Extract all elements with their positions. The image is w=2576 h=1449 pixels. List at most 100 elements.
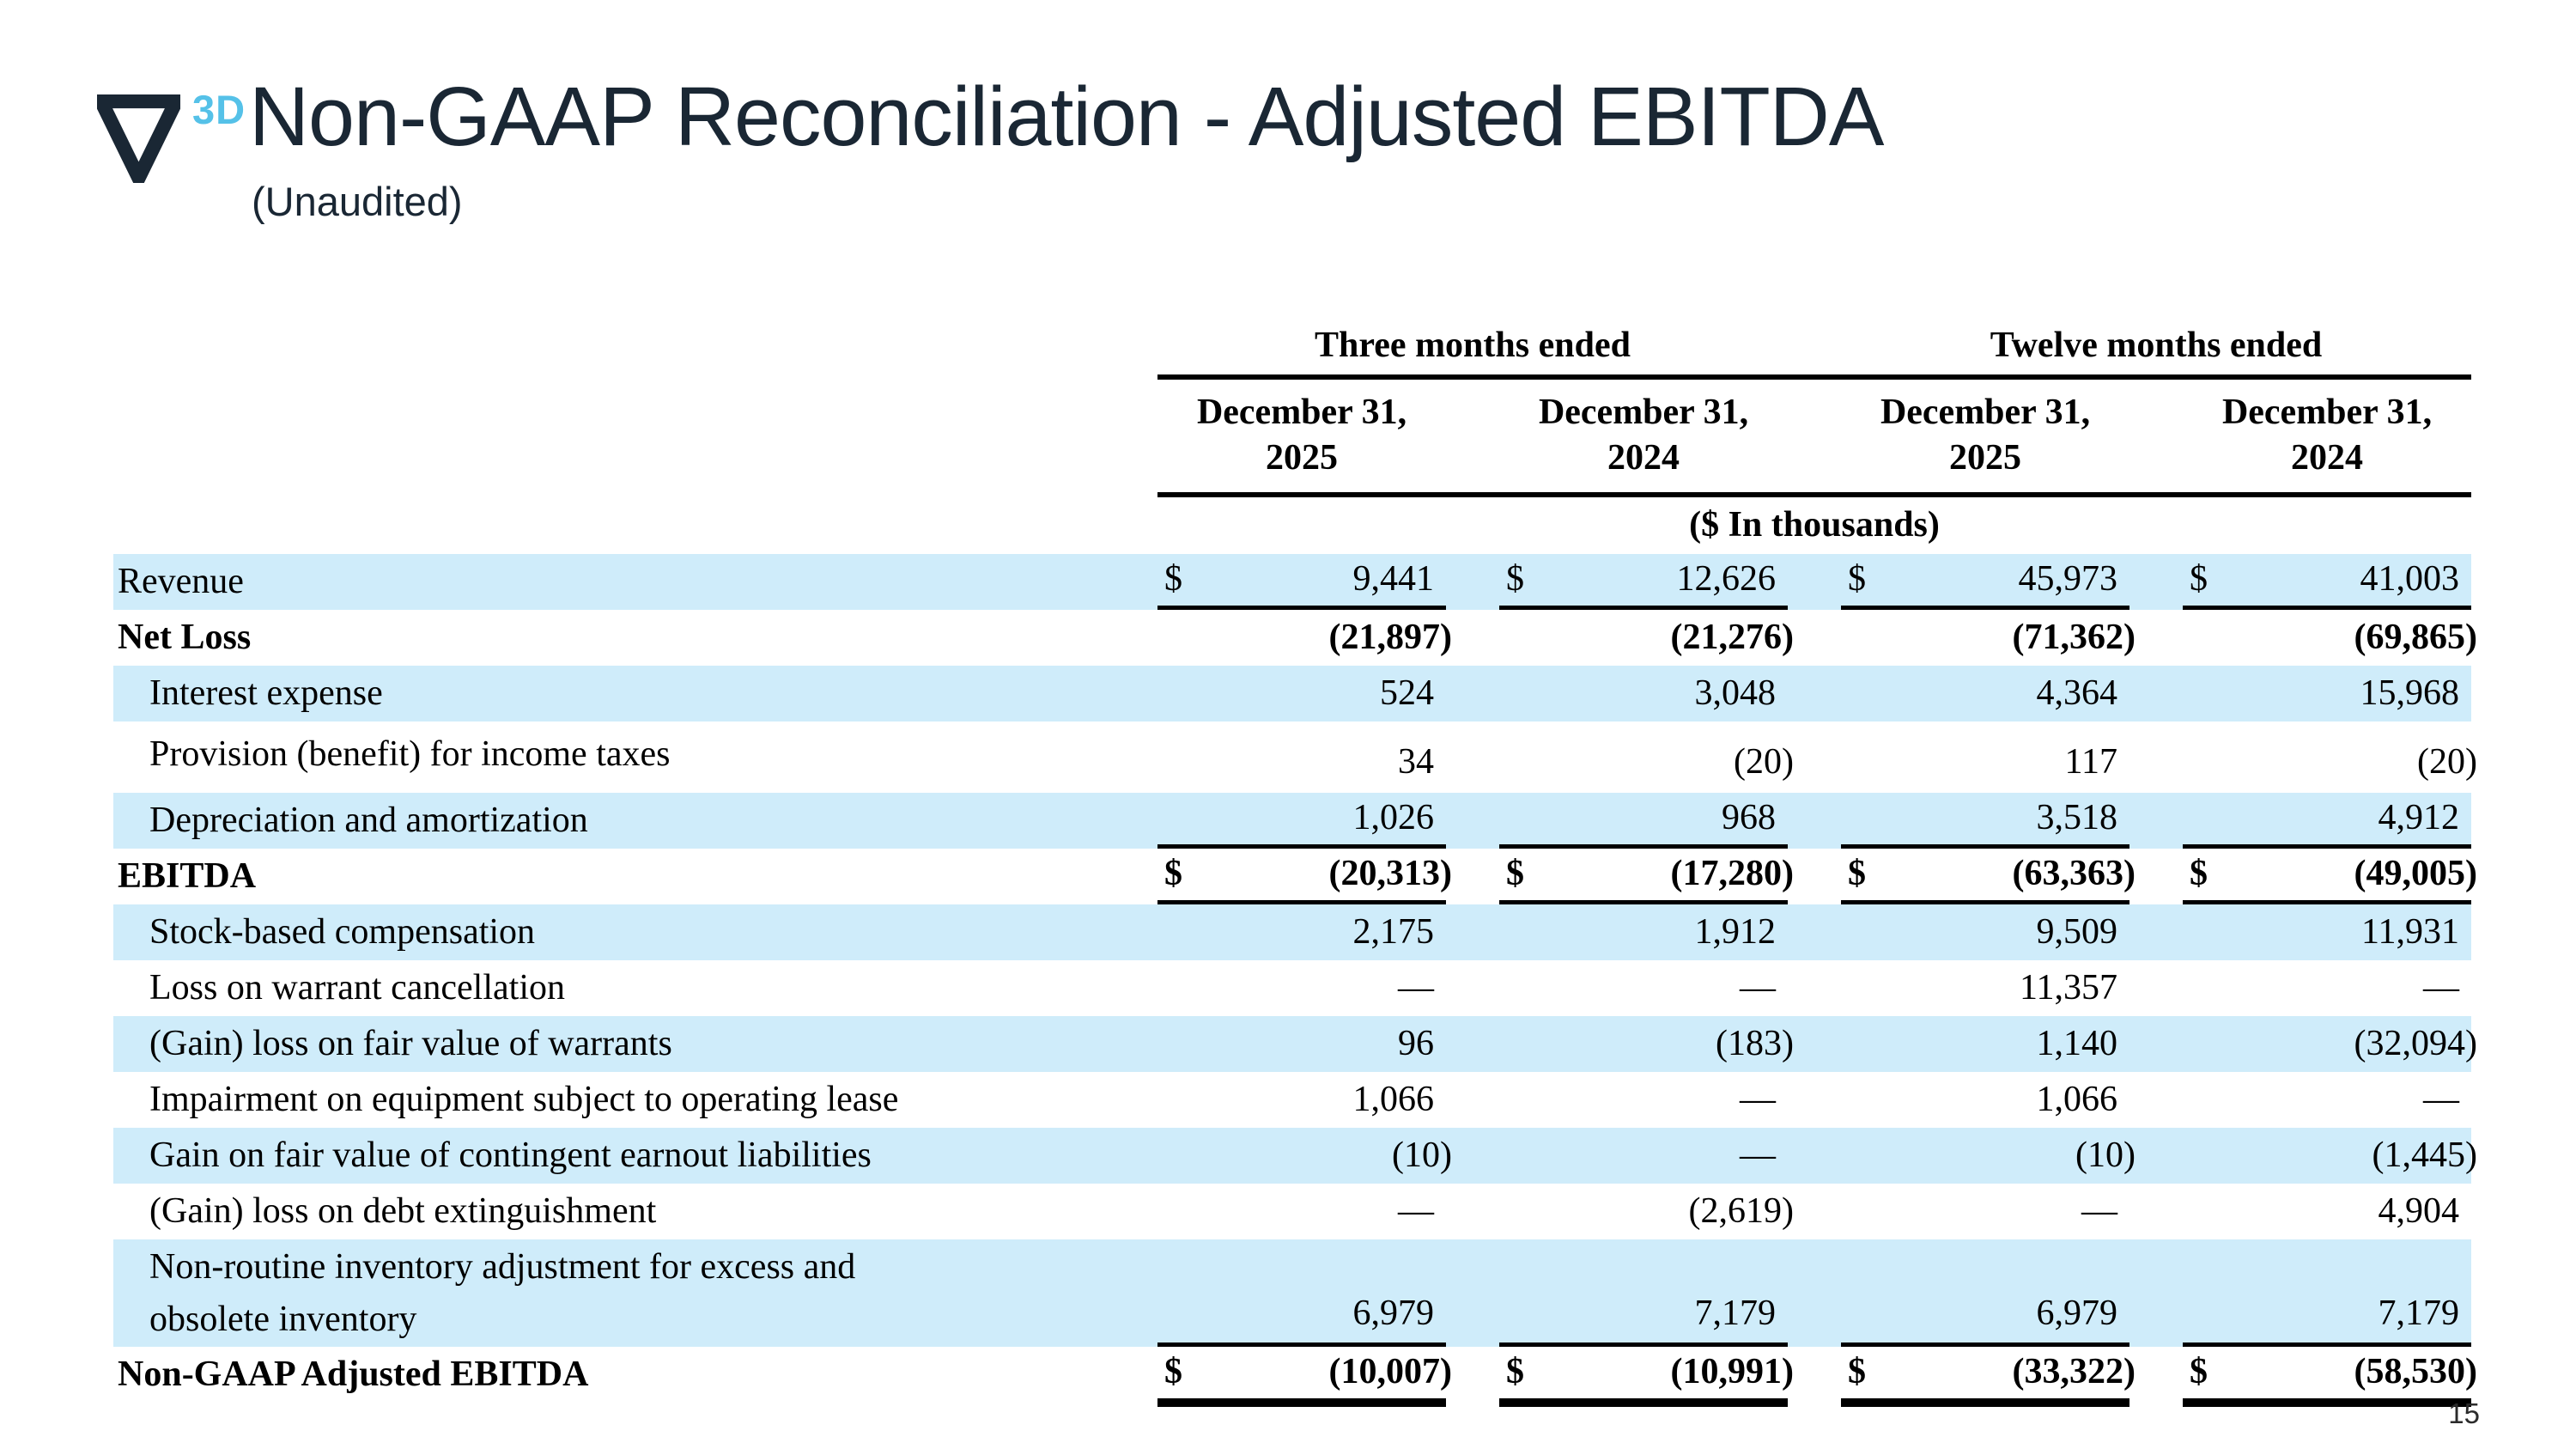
row-label: EBITDA <box>118 856 257 897</box>
row-value: 12,626 <box>1676 559 1777 599</box>
row-value-cell: 15,968 <box>2183 666 2471 721</box>
row-value-cell: 7,179 <box>1499 1239 1788 1347</box>
table-row: Stock-based compensation 2,175 1,912 9,5… <box>113 904 2471 960</box>
row-value-cell: 3,518 <box>1841 793 2129 849</box>
column-group-twelve-months: Twelve months ended <box>1990 326 2323 365</box>
row-value: — <box>1740 1079 1776 1119</box>
row-label: Stock-based compensation <box>149 912 536 953</box>
row-label: Depreciation and amortization <box>149 801 588 841</box>
row-value-cell: (69,865) <box>2183 610 2477 666</box>
row-value-cell: — <box>1499 1072 1788 1128</box>
row-label: Loss on warrant cancellation <box>149 968 565 1008</box>
currency-symbol: $ <box>1164 1352 1182 1391</box>
row-value-cell: (21,276) <box>1499 610 1794 666</box>
row-value: (10,991) <box>1670 1352 1794 1391</box>
row-value: 41,003 <box>2360 559 2460 599</box>
row-value-cell: $ (49,005) <box>2183 849 2477 904</box>
row-value-cell: (10) <box>1841 1128 2136 1184</box>
row-value-cell: $ (58,530) <box>2183 1347 2477 1407</box>
row-value: 524 <box>1380 673 1434 713</box>
row-value-cell: 4,912 <box>2183 793 2471 849</box>
row-value-cell: $ 9,441 <box>1157 554 1446 610</box>
row-value-cell: 1,026 <box>1157 793 1446 849</box>
row-value: 15,968 <box>2360 673 2460 713</box>
row-value: 11,357 <box>2020 967 2117 1008</box>
row-value: (49,005) <box>2354 854 2477 893</box>
row-value: (10,007) <box>1328 1352 1452 1391</box>
logo-3d-text: 3D <box>192 87 246 132</box>
header-rule-bottom <box>1157 492 2471 497</box>
row-value: 9,509 <box>2036 911 2118 952</box>
currency-symbol: $ <box>1164 559 1182 599</box>
reconciliation-table: Three months ended Twelve months ended D… <box>113 325 2477 1407</box>
currency-symbol: $ <box>1506 854 1524 893</box>
row-value-cell: (71,362) <box>1841 610 2136 666</box>
row-value: 3,518 <box>2036 798 2118 837</box>
row-value-cell: (10) <box>1157 1128 1452 1184</box>
page-number: 15 <box>2448 1397 2480 1429</box>
row-value-cell: — <box>1499 960 1788 1016</box>
row-label: Net Loss <box>118 618 252 658</box>
currency-symbol: $ <box>1164 854 1182 893</box>
table-row: (Gain) loss on fair value of warrants 96… <box>113 1016 2477 1072</box>
row-value-cell: 1,912 <box>1499 904 1788 960</box>
row-value-cell: 4,904 <box>2183 1184 2471 1239</box>
row-value: — <box>1398 1190 1434 1231</box>
row-value-cell: 1,066 <box>1157 1072 1446 1128</box>
row-value-cell: 6,979 <box>1157 1239 1446 1347</box>
row-value: (2,619) <box>1688 1190 1794 1231</box>
row-value-cell: 2,175 <box>1157 904 1446 960</box>
row-value: (1,445) <box>2372 1135 2477 1175</box>
row-value: (20) <box>2417 742 2477 782</box>
column-header-date: December 31, 2024 <box>1538 393 1749 478</box>
row-value: 4,904 <box>2378 1190 2460 1231</box>
table-row: Loss on warrant cancellation — — 11,357 … <box>113 960 2471 1016</box>
row-value: 1,140 <box>2036 1023 2118 1063</box>
row-value: (32,094) <box>2354 1023 2477 1063</box>
row-value: (21,276) <box>1670 617 1794 657</box>
row-value-cell: — <box>1499 1128 1788 1184</box>
row-value-cell: 1,066 <box>1841 1072 2129 1128</box>
row-value: 968 <box>1722 798 1776 837</box>
row-value-cell: — <box>2183 960 2471 1016</box>
row-value: (20) <box>1734 742 1794 782</box>
row-value-cell: $ (17,280) <box>1499 849 1794 904</box>
row-value: 4,364 <box>2036 673 2118 713</box>
table-row: Revenue $ 9,441 $ 12,626 $ 45,973 $ 41,0… <box>113 554 2471 610</box>
row-label: Non-GAAP Adjusted EBITDA <box>118 1355 589 1395</box>
row-value-cell: — <box>1157 960 1446 1016</box>
row-value: 6,979 <box>1352 1294 1435 1333</box>
row-value-cell: 11,931 <box>2183 904 2471 960</box>
row-value-cell: 34 <box>1157 721 1446 793</box>
row-value-cell: (2,619) <box>1499 1184 1794 1239</box>
row-label: (Gain) loss on fair value of warrants <box>149 1024 672 1064</box>
column-group-three-months: Three months ended <box>1315 326 1631 365</box>
row-label: Gain on fair value of contingent earnout… <box>149 1135 872 1176</box>
row-value: — <box>2081 1190 2117 1231</box>
row-value-cell: 7,179 <box>2183 1239 2471 1347</box>
row-value-cell: 9,509 <box>1841 904 2129 960</box>
row-value: 4,912 <box>2378 798 2460 837</box>
currency-symbol: $ <box>1848 854 1866 893</box>
currency-symbol: $ <box>1848 559 1866 599</box>
row-label: (Gain) loss on debt extinguishment <box>149 1191 657 1232</box>
row-value: 1,912 <box>1694 911 1777 952</box>
row-value: (69,865) <box>2354 617 2477 657</box>
table-row: Impairment on equipment subject to opera… <box>113 1072 2471 1128</box>
row-value-cell: $ (20,313) <box>1157 849 1452 904</box>
table-row: EBITDA $ (20,313) $ (17,280) $ (63,363) … <box>113 849 2477 904</box>
row-value: (10) <box>1392 1135 1452 1175</box>
row-label: Revenue <box>118 562 244 602</box>
currency-symbol: $ <box>2190 559 2208 599</box>
currency-symbol: $ <box>1506 1352 1524 1391</box>
row-value: (21,897) <box>1328 617 1452 657</box>
row-value: (20,313) <box>1328 854 1452 893</box>
row-value-cell: $ 45,973 <box>1841 554 2129 610</box>
row-value: (10) <box>2075 1135 2136 1175</box>
row-value-cell: 11,357 <box>1841 960 2129 1016</box>
row-value-cell: (183) <box>1499 1016 1794 1072</box>
row-value: — <box>1740 1135 1776 1175</box>
row-value-cell: 96 <box>1157 1016 1446 1072</box>
row-value: 3,048 <box>1694 673 1777 713</box>
row-value-cell: (20) <box>1499 721 1794 793</box>
